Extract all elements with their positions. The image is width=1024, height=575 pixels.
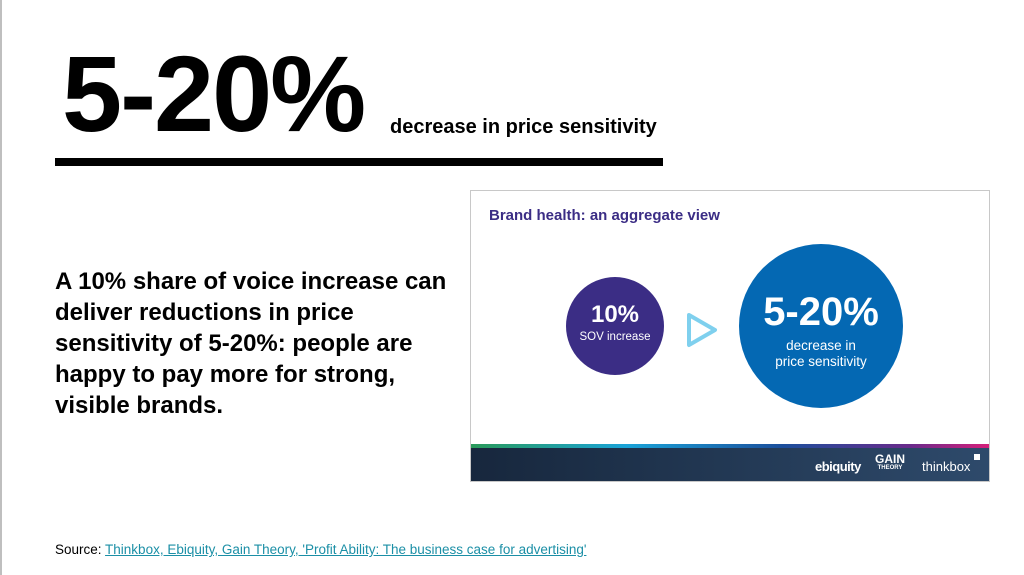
- headline-caption: decrease in price sensitivity: [390, 116, 657, 138]
- ebiquity-logo: ebiquity: [815, 459, 861, 474]
- slide-border: [0, 0, 2, 575]
- result-value: 5-20%: [763, 290, 879, 334]
- card-title: Brand health: an aggregate view: [489, 207, 720, 224]
- sov-value: 10%: [590, 301, 640, 328]
- body-text: A 10% share of voice increase can delive…: [55, 268, 447, 419]
- source-link[interactable]: Thinkbox, Ebiquity, Gain Theory, 'Profit…: [105, 542, 587, 557]
- source-prefix: Source:: [55, 542, 106, 557]
- thinkbox-square-icon: [974, 454, 980, 460]
- sov-label: SOV increase: [579, 331, 651, 343]
- source-note: Source: Thinkbox, Ebiquity, Gain Theory,…: [55, 542, 586, 557]
- logo-footer: ebiquity GAIN THEORY thinkbox: [471, 448, 989, 481]
- gradient-stripe: [471, 444, 989, 448]
- sov-circle: 10% SOV increase: [566, 277, 664, 375]
- result-circle: 5-20% decrease in price sensitivity: [739, 244, 903, 408]
- play-arrow-icon: [687, 313, 717, 347]
- gain-theory-logo: GAIN THEORY: [875, 452, 905, 471]
- thinkbox-logo: thinkbox: [922, 459, 971, 474]
- brand-health-image: Brand health: an aggregate view 10% SOV …: [470, 190, 990, 482]
- headline-value: 5-20%: [62, 33, 366, 154]
- result-label: decrease in price sensitivity: [775, 338, 867, 369]
- divider-bar: [55, 158, 663, 166]
